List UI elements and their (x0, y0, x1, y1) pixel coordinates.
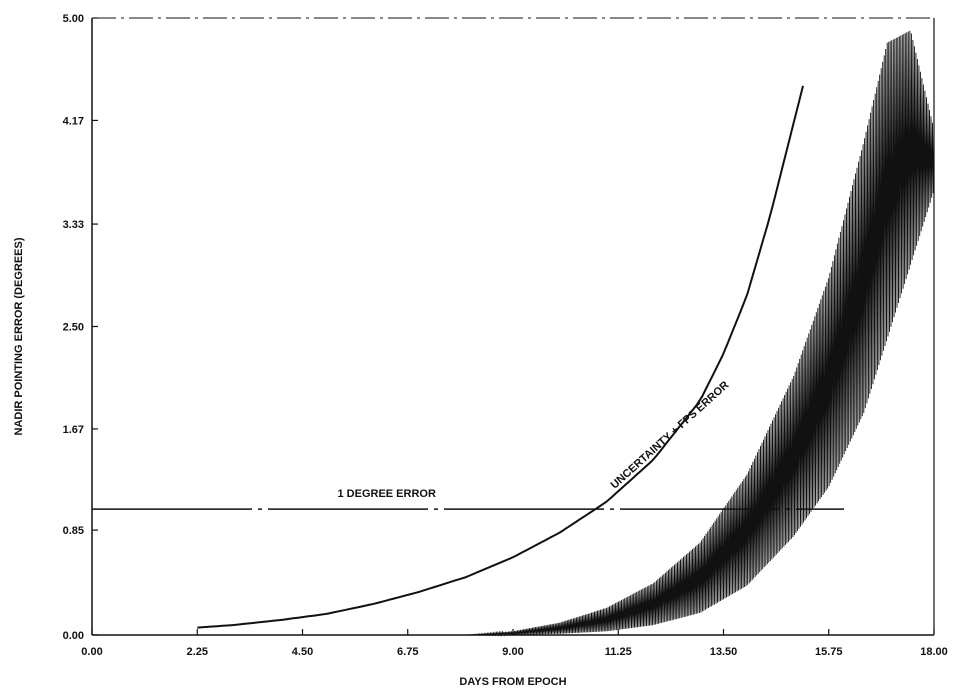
series-layer (92, 30, 935, 637)
oscillating-error-series (466, 30, 935, 637)
x-tick-label: 9.00 (502, 646, 523, 658)
y-axis-ticks: 0.00 0.85 1.67 2.50 3.33 4.17 5.00 (63, 13, 98, 642)
y-tick-label: 0.85 (63, 525, 84, 537)
x-tick-label: 6.75 (397, 646, 418, 658)
y-tick-label: 2.50 (63, 322, 84, 334)
one-degree-error-label: 1 DEGREE ERROR (337, 488, 435, 500)
x-tick-label: 18.00 (920, 646, 948, 658)
y-tick-label: 3.33 (63, 219, 84, 231)
uncertainty-fps-error-label: UNCERTAINTY + FPS ERROR (609, 379, 732, 491)
y-tick-label: 4.17 (63, 115, 84, 127)
x-tick-label: 0.00 (81, 646, 102, 658)
y-tick-label: 1.67 (63, 424, 84, 436)
x-tick-label: 4.50 (292, 646, 313, 658)
plot-frame (91, 17, 935, 636)
y-tick-label: 5.00 (63, 13, 84, 25)
x-tick-label: 11.25 (605, 646, 632, 658)
annotation-layer: 1 DEGREE ERROR UNCERTAINTY + FPS ERROR (337, 379, 731, 500)
y-axis-title: NADIR POINTING ERROR (DEGREES) (13, 237, 25, 435)
x-tick-label: 15.75 (815, 646, 843, 658)
x-tick-label: 13.50 (710, 646, 738, 658)
y-tick-label: 0.00 (63, 630, 84, 642)
x-axis-title: DAYS FROM EPOCH (459, 676, 566, 688)
x-tick-label: 2.25 (187, 646, 208, 658)
x-axis-ticks: 0.00 2.25 4.50 6.75 9.00 11.25 13.50 15.75 18.00 (81, 629, 948, 658)
uncertainty-fps-error-line (197, 85, 804, 629)
